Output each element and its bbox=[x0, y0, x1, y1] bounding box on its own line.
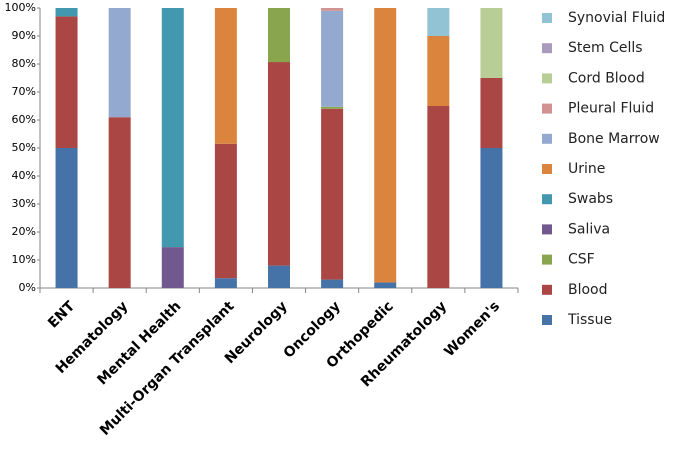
y-tick-label: 30% bbox=[12, 197, 36, 210]
y-tick-label: 50% bbox=[12, 141, 36, 154]
legend-label: Swabs bbox=[568, 191, 613, 207]
legend-label: CSF bbox=[568, 252, 595, 268]
bar-segment bbox=[321, 279, 344, 288]
y-tick-label: 20% bbox=[12, 225, 36, 238]
legend-label: Cord Blood bbox=[568, 70, 645, 86]
legend-label: Saliva bbox=[568, 221, 610, 237]
y-tick-label: 70% bbox=[12, 85, 36, 98]
bar-segment bbox=[55, 8, 78, 17]
bar-segment bbox=[268, 265, 290, 288]
legend-swatch bbox=[542, 315, 552, 325]
bar-segment bbox=[427, 8, 450, 36]
bar-segment bbox=[55, 148, 78, 288]
legend-swatch bbox=[542, 164, 552, 174]
bar-segment bbox=[55, 16, 78, 149]
legend-label: Urine bbox=[568, 161, 605, 177]
bar-segment bbox=[214, 143, 237, 279]
bar-segment bbox=[268, 8, 290, 63]
bar-segment bbox=[214, 278, 237, 288]
legend-swatch bbox=[542, 103, 552, 114]
bar-segment bbox=[321, 8, 344, 11]
bar-segment bbox=[321, 106, 344, 109]
bar-segment bbox=[108, 117, 131, 288]
legend-label: Stem Cells bbox=[568, 40, 643, 56]
y-tick-label: 60% bbox=[12, 113, 36, 126]
legend-label: Tissue bbox=[567, 312, 612, 328]
bar-segment bbox=[321, 10, 344, 107]
legend-swatch bbox=[542, 254, 552, 265]
x-tick-label: Women's bbox=[441, 298, 503, 360]
y-tick-label: 10% bbox=[12, 253, 36, 266]
legend-label: Pleural Fluid bbox=[568, 101, 654, 117]
bar-segment bbox=[480, 78, 503, 148]
bar-segment bbox=[427, 36, 450, 106]
y-tick-label: 90% bbox=[12, 29, 36, 42]
legend-label: Blood bbox=[568, 282, 608, 298]
bar-segment bbox=[321, 108, 344, 280]
bar-segment bbox=[427, 106, 450, 288]
legend-swatch bbox=[542, 224, 552, 235]
bar-segment bbox=[480, 8, 503, 78]
legend-swatch bbox=[542, 284, 552, 295]
y-tick-label: 100% bbox=[5, 1, 36, 14]
y-tick-label: 80% bbox=[12, 57, 36, 70]
legend-swatch bbox=[542, 133, 552, 144]
legend-label: Synovial Fluid bbox=[568, 10, 665, 26]
bar-segment bbox=[161, 8, 184, 248]
bar-segment bbox=[214, 8, 237, 144]
bar-segment bbox=[480, 148, 503, 288]
bar-segment bbox=[268, 62, 290, 266]
bar-segment bbox=[108, 8, 131, 118]
legend-swatch bbox=[542, 73, 552, 84]
bar-segment bbox=[374, 8, 397, 283]
bar-segment bbox=[374, 282, 397, 288]
bar-segment bbox=[161, 247, 184, 288]
legend-swatch bbox=[542, 13, 552, 23]
legend-swatch bbox=[542, 43, 552, 54]
y-tick-label: 40% bbox=[12, 169, 36, 182]
y-tick-label: 0% bbox=[19, 281, 36, 294]
legend-swatch bbox=[542, 194, 552, 205]
x-tick-label: ENT bbox=[45, 298, 78, 331]
legend-label: Bone Marrow bbox=[568, 131, 660, 147]
